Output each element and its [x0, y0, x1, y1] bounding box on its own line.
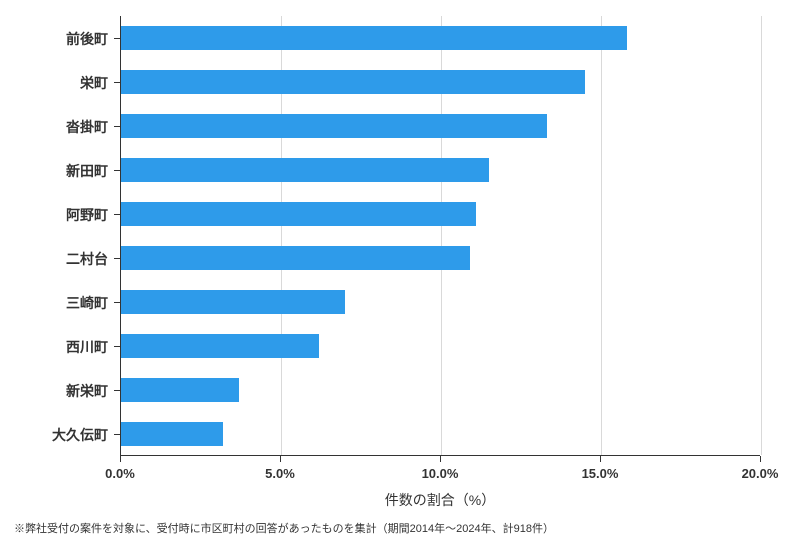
y-category-label: 新栄町 — [66, 381, 108, 401]
footnote: ※弊社受付の案件を対象に、受付時に市区町村の回答があったものを集計（期間2014… — [14, 520, 554, 536]
x-tick — [600, 456, 601, 462]
x-tick — [280, 456, 281, 462]
y-tick — [114, 258, 120, 259]
grid-line — [601, 16, 602, 455]
grid-line — [761, 16, 762, 455]
y-tick — [114, 38, 120, 39]
bar — [121, 158, 489, 182]
y-tick — [114, 390, 120, 391]
y-category-label: 三崎町 — [66, 293, 108, 313]
y-tick — [114, 170, 120, 171]
x-tick-label: 20.0% — [742, 466, 779, 481]
bar — [121, 114, 547, 138]
bar — [121, 334, 319, 358]
x-tick-label: 0.0% — [105, 466, 135, 481]
y-category-label: 二村台 — [66, 249, 108, 269]
x-tick-label: 10.0% — [422, 466, 459, 481]
y-tick — [114, 346, 120, 347]
x-tick-label: 15.0% — [582, 466, 619, 481]
x-axis-label: 件数の割合（%） — [385, 490, 495, 510]
bar — [121, 246, 470, 270]
y-tick — [114, 214, 120, 215]
chart-container: 件数の割合（%） ※弊社受付の案件を対象に、受付時に市区町村の回答があったものを… — [0, 0, 790, 551]
bar — [121, 290, 345, 314]
y-tick — [114, 434, 120, 435]
y-category-label: 栄町 — [80, 73, 108, 93]
y-category-label: 大久伝町 — [52, 425, 108, 445]
x-tick-label: 5.0% — [265, 466, 295, 481]
y-category-label: 前後町 — [66, 29, 108, 49]
y-tick — [114, 82, 120, 83]
x-tick — [440, 456, 441, 462]
y-category-label: 新田町 — [66, 161, 108, 181]
bar — [121, 26, 627, 50]
plot-area — [120, 16, 760, 456]
bar — [121, 378, 239, 402]
bar — [121, 202, 476, 226]
bar — [121, 422, 223, 446]
y-category-label: 阿野町 — [66, 205, 108, 225]
x-tick — [120, 456, 121, 462]
y-tick — [114, 126, 120, 127]
x-tick — [760, 456, 761, 462]
y-tick — [114, 302, 120, 303]
y-category-label: 西川町 — [66, 337, 108, 357]
y-category-label: 沓掛町 — [66, 117, 108, 137]
bar — [121, 70, 585, 94]
